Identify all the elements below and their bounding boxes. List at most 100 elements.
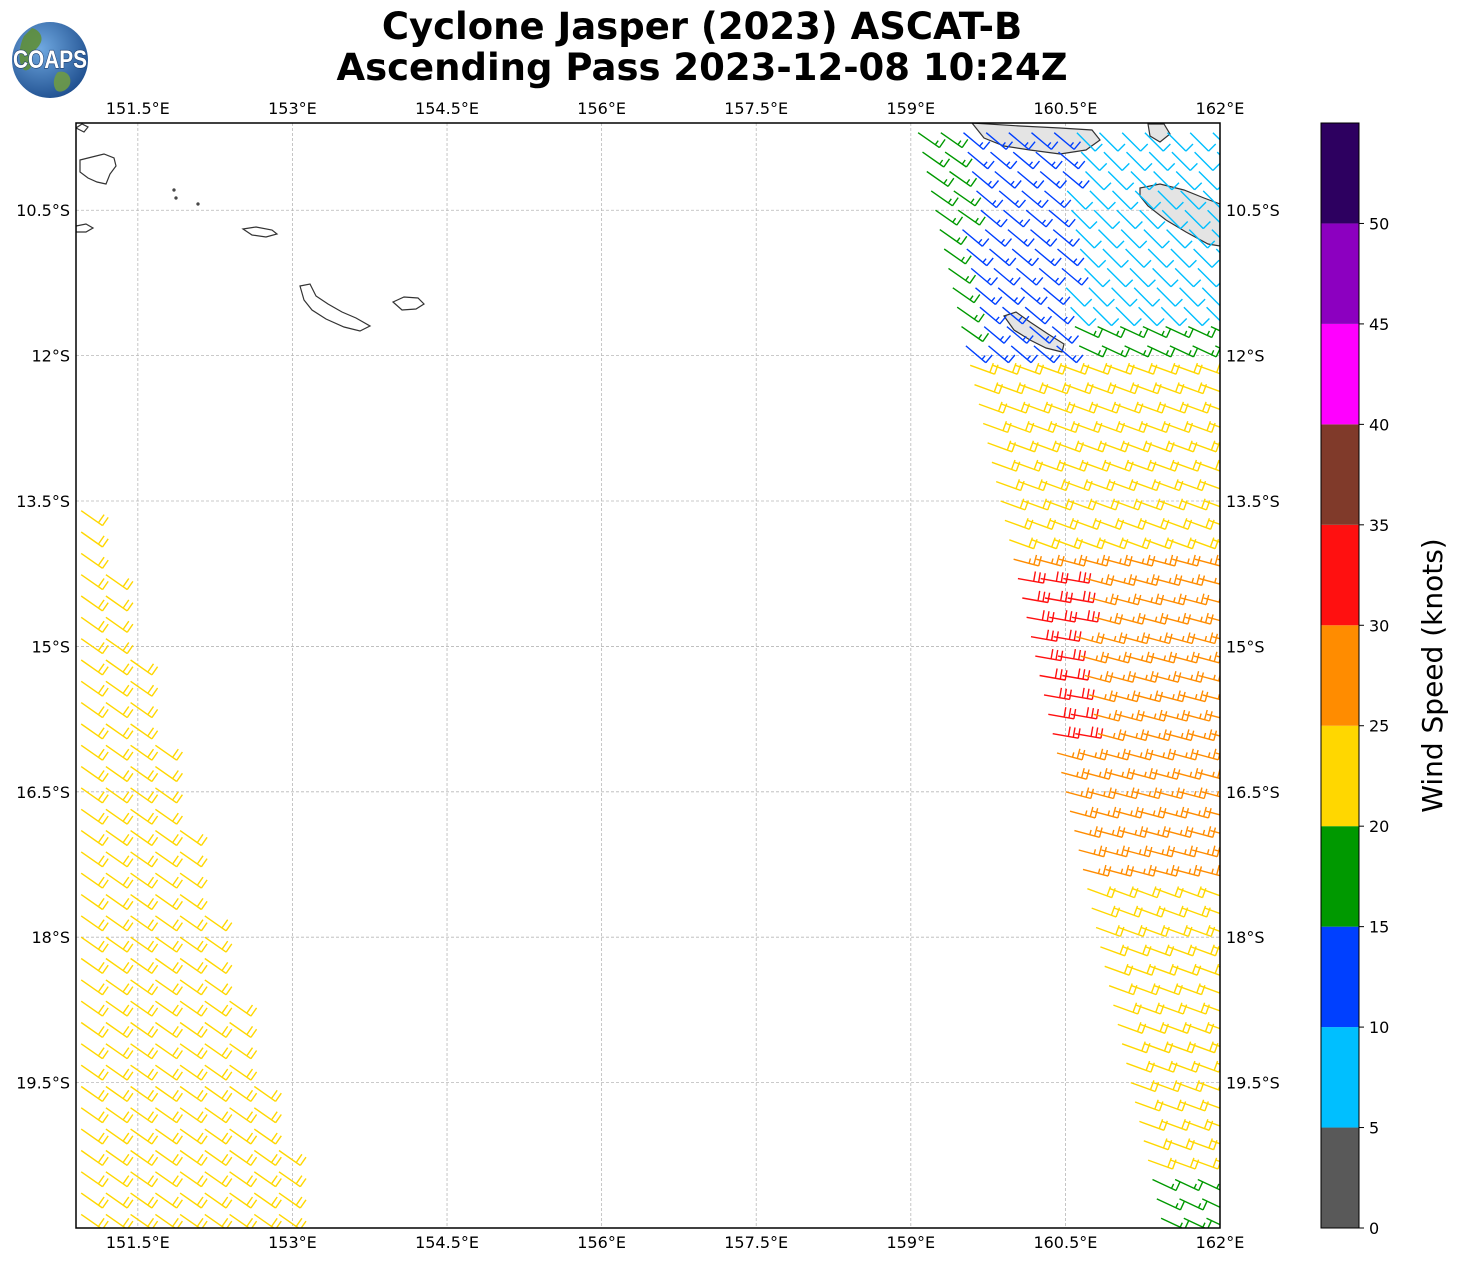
wind-barb-196 <box>1171 151 1198 171</box>
coastline-islet-a <box>76 123 89 133</box>
y-tick-label-left: 15°S <box>31 637 70 656</box>
wind-barb-550 <box>1142 826 1171 838</box>
wind-barb-153 <box>80 1192 109 1209</box>
wind-barb-448 <box>1176 574 1206 586</box>
wind-barb-138 <box>154 1149 183 1166</box>
wind-barb-532 <box>1197 768 1220 780</box>
wind-barbs <box>80 132 1220 1228</box>
wind-barb-50 <box>105 872 134 889</box>
wind-barb-434 <box>1081 554 1110 567</box>
wind-barb-21 <box>105 723 134 740</box>
wind-barb-211 <box>1198 171 1220 191</box>
wind-barb-268 <box>1038 267 1067 286</box>
wind-barb-24 <box>105 744 134 761</box>
colorbar-tick-label: 40 <box>1369 415 1389 434</box>
wind-barb-31 <box>80 787 109 804</box>
wind-barb-320 <box>1147 345 1176 358</box>
wind-barb-95 <box>204 1021 233 1038</box>
wind-barb-490 <box>1130 671 1159 683</box>
wind-barb-547 <box>1074 826 1103 838</box>
wind-barb-149 <box>204 1171 233 1188</box>
coastline-guadalcanal <box>971 123 1101 155</box>
wind-barb-151 <box>253 1171 282 1188</box>
coastline-bougainville <box>79 153 117 185</box>
wind-barb-142 <box>253 1149 282 1166</box>
wind-barb-622 <box>1216 1062 1220 1065</box>
wind-barb-42 <box>154 830 183 847</box>
wind-barb-499 <box>1157 690 1186 703</box>
wind-barb-602 <box>1199 985 1220 994</box>
wind-barb-96 <box>229 1021 258 1038</box>
wind-barb-493 <box>1198 672 1220 682</box>
wind-barb-3 <box>80 574 109 591</box>
coastline-islet-e <box>1147 123 1171 143</box>
wind-barb-443 <box>1063 571 1092 584</box>
colorbar-segment <box>1321 826 1359 927</box>
wind-barb-146 <box>130 1171 159 1188</box>
wind-barb-492 <box>1175 671 1205 683</box>
wind-barb-648 <box>1201 1198 1220 1209</box>
y-tick-label-left: 19.5°S <box>16 1074 70 1093</box>
wind-barb-554 <box>1078 845 1108 858</box>
wind-barb-496 <box>1089 690 1118 703</box>
title-line-1: Cyclone Jasper (2023) ASCAT-B <box>381 5 1023 48</box>
wind-barb-459 <box>1026 610 1055 623</box>
x-tick-label-top: 151.5°E <box>106 99 170 118</box>
wind-barb-63 <box>179 915 208 932</box>
wind-barb-460 <box>1049 610 1078 623</box>
wind-barb-273 <box>1152 267 1179 288</box>
wind-barb-506 <box>1138 709 1168 722</box>
wind-barb-461 <box>1071 610 1100 623</box>
coastline-rennell <box>299 283 372 332</box>
wind-barb-225 <box>935 209 964 226</box>
wind-barb-261 <box>1170 248 1197 268</box>
wind-barb-80 <box>154 979 183 996</box>
wind-barb-596 <box>1195 963 1220 976</box>
wind-barb-319 <box>1124 345 1153 358</box>
y-tick-label-left: 16.5°S <box>16 783 70 802</box>
wind-barb-270 <box>1084 267 1111 288</box>
wind-barb-527 <box>1083 768 1113 780</box>
wind-barb-410 <box>1204 500 1220 508</box>
wind-barb-277 <box>975 287 1003 306</box>
y-tick-label-right: 18°S <box>1226 928 1265 947</box>
wind-barb-105 <box>105 1064 134 1081</box>
wind-barb-309 <box>1165 325 1195 339</box>
wind-barb-72 <box>105 957 134 974</box>
wind-barb-294 <box>1092 306 1120 327</box>
wind-barb-56 <box>130 894 159 911</box>
wind-barb-8 <box>105 616 134 633</box>
wind-barb-274 <box>1174 267 1202 288</box>
wind-barb-201 <box>971 170 1000 189</box>
wind-barb-464 <box>1139 612 1169 625</box>
wind-barb-250 <box>1211 229 1220 239</box>
wind-barb-477 <box>1035 648 1064 662</box>
wind-barb-43 <box>179 830 208 847</box>
colorbar-tick-label: 20 <box>1369 817 1389 836</box>
wind-barb-597 <box>1217 965 1220 968</box>
wind-barb-495 <box>1066 687 1095 701</box>
wind-barb-488 <box>1084 671 1114 683</box>
wind-barb-564 <box>1150 864 1180 877</box>
wind-barb-313 <box>988 345 1016 364</box>
wind-barb-558 <box>1169 845 1198 858</box>
coastline-dot-3 <box>196 202 200 206</box>
wind-barb-123 <box>179 1107 208 1124</box>
wind-barb-217 <box>1044 190 1072 209</box>
wind-barb-2 <box>80 552 109 569</box>
wind-barb-266 <box>993 267 1021 286</box>
wind-barb-52 <box>154 872 183 889</box>
colorbar-tick-label: 45 <box>1369 315 1389 334</box>
wind-barb-562 <box>1105 864 1135 877</box>
x-tick-label-bottom: 153°E <box>268 1233 317 1252</box>
wind-barb-122 <box>154 1107 183 1124</box>
wind-barb-112 <box>105 1085 134 1102</box>
wind-barb-478 <box>1057 648 1086 662</box>
wind-barb-189 <box>1012 151 1041 170</box>
wind-barb-226 <box>957 209 986 226</box>
wind-barb-431 <box>1013 554 1042 567</box>
wind-barb-449 <box>1199 577 1220 585</box>
wind-barb-299 <box>1206 306 1220 322</box>
wind-barb-70 <box>204 936 233 953</box>
wind-barb-451 <box>1044 590 1073 604</box>
